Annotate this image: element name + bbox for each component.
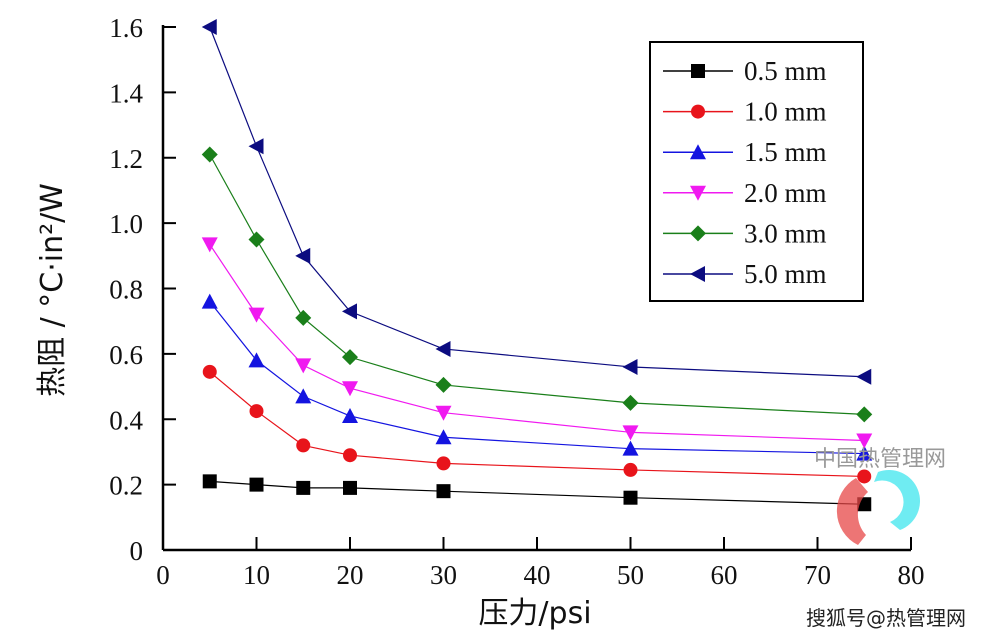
marker-diamond <box>248 231 265 248</box>
watermark-credit: 搜狐号@热管理网 <box>806 606 966 630</box>
marker-square <box>623 490 638 505</box>
marker-triangle-down <box>295 358 312 374</box>
marker-triangle-up <box>248 352 265 368</box>
legend-label: 1.5 mm <box>744 137 827 167</box>
x-tick-label: 20 <box>337 560 364 590</box>
marker-square <box>691 64 705 78</box>
marker-triangle-left <box>342 303 357 320</box>
marker-circle <box>296 438 311 453</box>
marker-square <box>436 484 451 499</box>
marker-triangle-left <box>435 340 451 357</box>
marker-triangle-left <box>856 368 872 385</box>
marker-square <box>343 480 357 495</box>
marker-triangle-down <box>690 185 706 201</box>
series-5.0mm <box>201 19 872 385</box>
marker-diamond <box>201 146 218 163</box>
marker-diamond <box>295 309 312 326</box>
marker-circle <box>623 462 638 477</box>
marker-circle <box>249 404 264 419</box>
marker-diamond <box>435 376 452 393</box>
marker-square <box>249 477 264 492</box>
x-axis-label: 压力/psi <box>478 596 591 631</box>
marker-diamond <box>856 406 873 423</box>
y-tick-label: 0.6 <box>109 340 143 370</box>
legend-item: 5.0 mm <box>663 259 827 289</box>
series-0.5mm <box>202 474 872 512</box>
marker-square <box>202 474 217 489</box>
marker-triangle-up <box>856 445 873 461</box>
series-2.0mm <box>201 237 873 449</box>
x-tick-label: 0 <box>156 560 170 590</box>
y-tick-label: 1.0 <box>109 209 143 239</box>
marker-circle <box>857 469 872 484</box>
marker-triangle-up <box>342 407 358 423</box>
marker-triangle-up <box>622 440 639 456</box>
marker-circle <box>343 448 357 463</box>
x-tick-label: 60 <box>711 560 738 590</box>
legend-item: 1.5 mm <box>663 137 827 167</box>
y-tick-label: 0.2 <box>109 471 143 501</box>
marker-triangle-up <box>295 388 312 404</box>
marker-triangle-left <box>690 266 705 282</box>
marker-triangle-left <box>295 247 311 264</box>
x-tick-label: 50 <box>617 560 644 590</box>
watermark-logo <box>836 469 921 545</box>
series-group <box>201 19 873 512</box>
legend-item: 2.0 mm <box>663 178 827 208</box>
y-axis-label: 热阻 / °C·in²/W <box>35 183 70 397</box>
marker-triangle-down <box>342 381 358 397</box>
marker-triangle-up <box>201 293 218 309</box>
y-tick-label: 0 <box>130 536 144 566</box>
legend-label: 2.0 mm <box>744 178 827 208</box>
legend-label: 3.0 mm <box>744 218 827 248</box>
marker-square <box>296 480 311 495</box>
marker-circle <box>691 104 705 119</box>
x-tick-label: 10 <box>243 560 270 590</box>
marker-triangle-down <box>435 405 452 421</box>
x-tick-label: 80 <box>898 560 925 590</box>
marker-triangle-down <box>248 307 265 323</box>
legend-item: 1.0 mm <box>663 97 827 127</box>
series-1.5mm <box>201 293 873 461</box>
axes: 0 10 20 30 40 50 60 70 80 0 0.2 0.4 0.6 0.8 1.0 1.2 1.4 1… <box>109 13 924 590</box>
y-tick-label: 1.4 <box>109 78 143 108</box>
marker-diamond <box>342 349 358 366</box>
legend: 0.5 mm 1.0 mm 1.5 mm 2.0 mm 3.0 mm 5.0 mm <box>649 41 864 302</box>
legend-item: 3.0 mm <box>663 218 827 248</box>
marker-triangle-down <box>622 425 639 441</box>
legend-box <box>649 41 864 302</box>
y-tick-label: 0.4 <box>109 405 143 435</box>
legend-item: 0.5 mm <box>663 56 827 86</box>
marker-circle <box>202 364 217 379</box>
marker-triangle-left <box>201 19 217 35</box>
marker-diamond <box>622 394 639 411</box>
marker-diamond <box>690 225 706 242</box>
marker-triangle-down <box>201 237 218 253</box>
x-tick-label: 30 <box>430 560 457 590</box>
x-tick-label: 70 <box>804 560 831 590</box>
series-line <box>209 301 865 455</box>
legend-label: 1.0 mm <box>744 97 827 127</box>
marker-triangle-left <box>622 358 638 375</box>
y-tick-label: 1.6 <box>109 13 143 43</box>
marker-triangle-down <box>856 433 873 449</box>
x-tick-label: 40 <box>524 560 551 590</box>
marker-triangle-left <box>248 138 264 155</box>
watermark-logo-text: 中国热管理网 <box>814 447 946 472</box>
marker-triangle-up <box>435 429 452 445</box>
y-tick-label: 0.8 <box>109 275 143 305</box>
series-line <box>209 371 865 478</box>
series-3.0mm <box>201 146 873 423</box>
series-1.0mm <box>202 364 872 484</box>
marker-circle <box>436 456 451 471</box>
legend-label: 5.0 mm <box>744 259 827 289</box>
y-tick-label: 1.2 <box>109 144 143 174</box>
marker-triangle-up <box>690 144 706 160</box>
legend-label: 0.5 mm <box>744 56 827 86</box>
